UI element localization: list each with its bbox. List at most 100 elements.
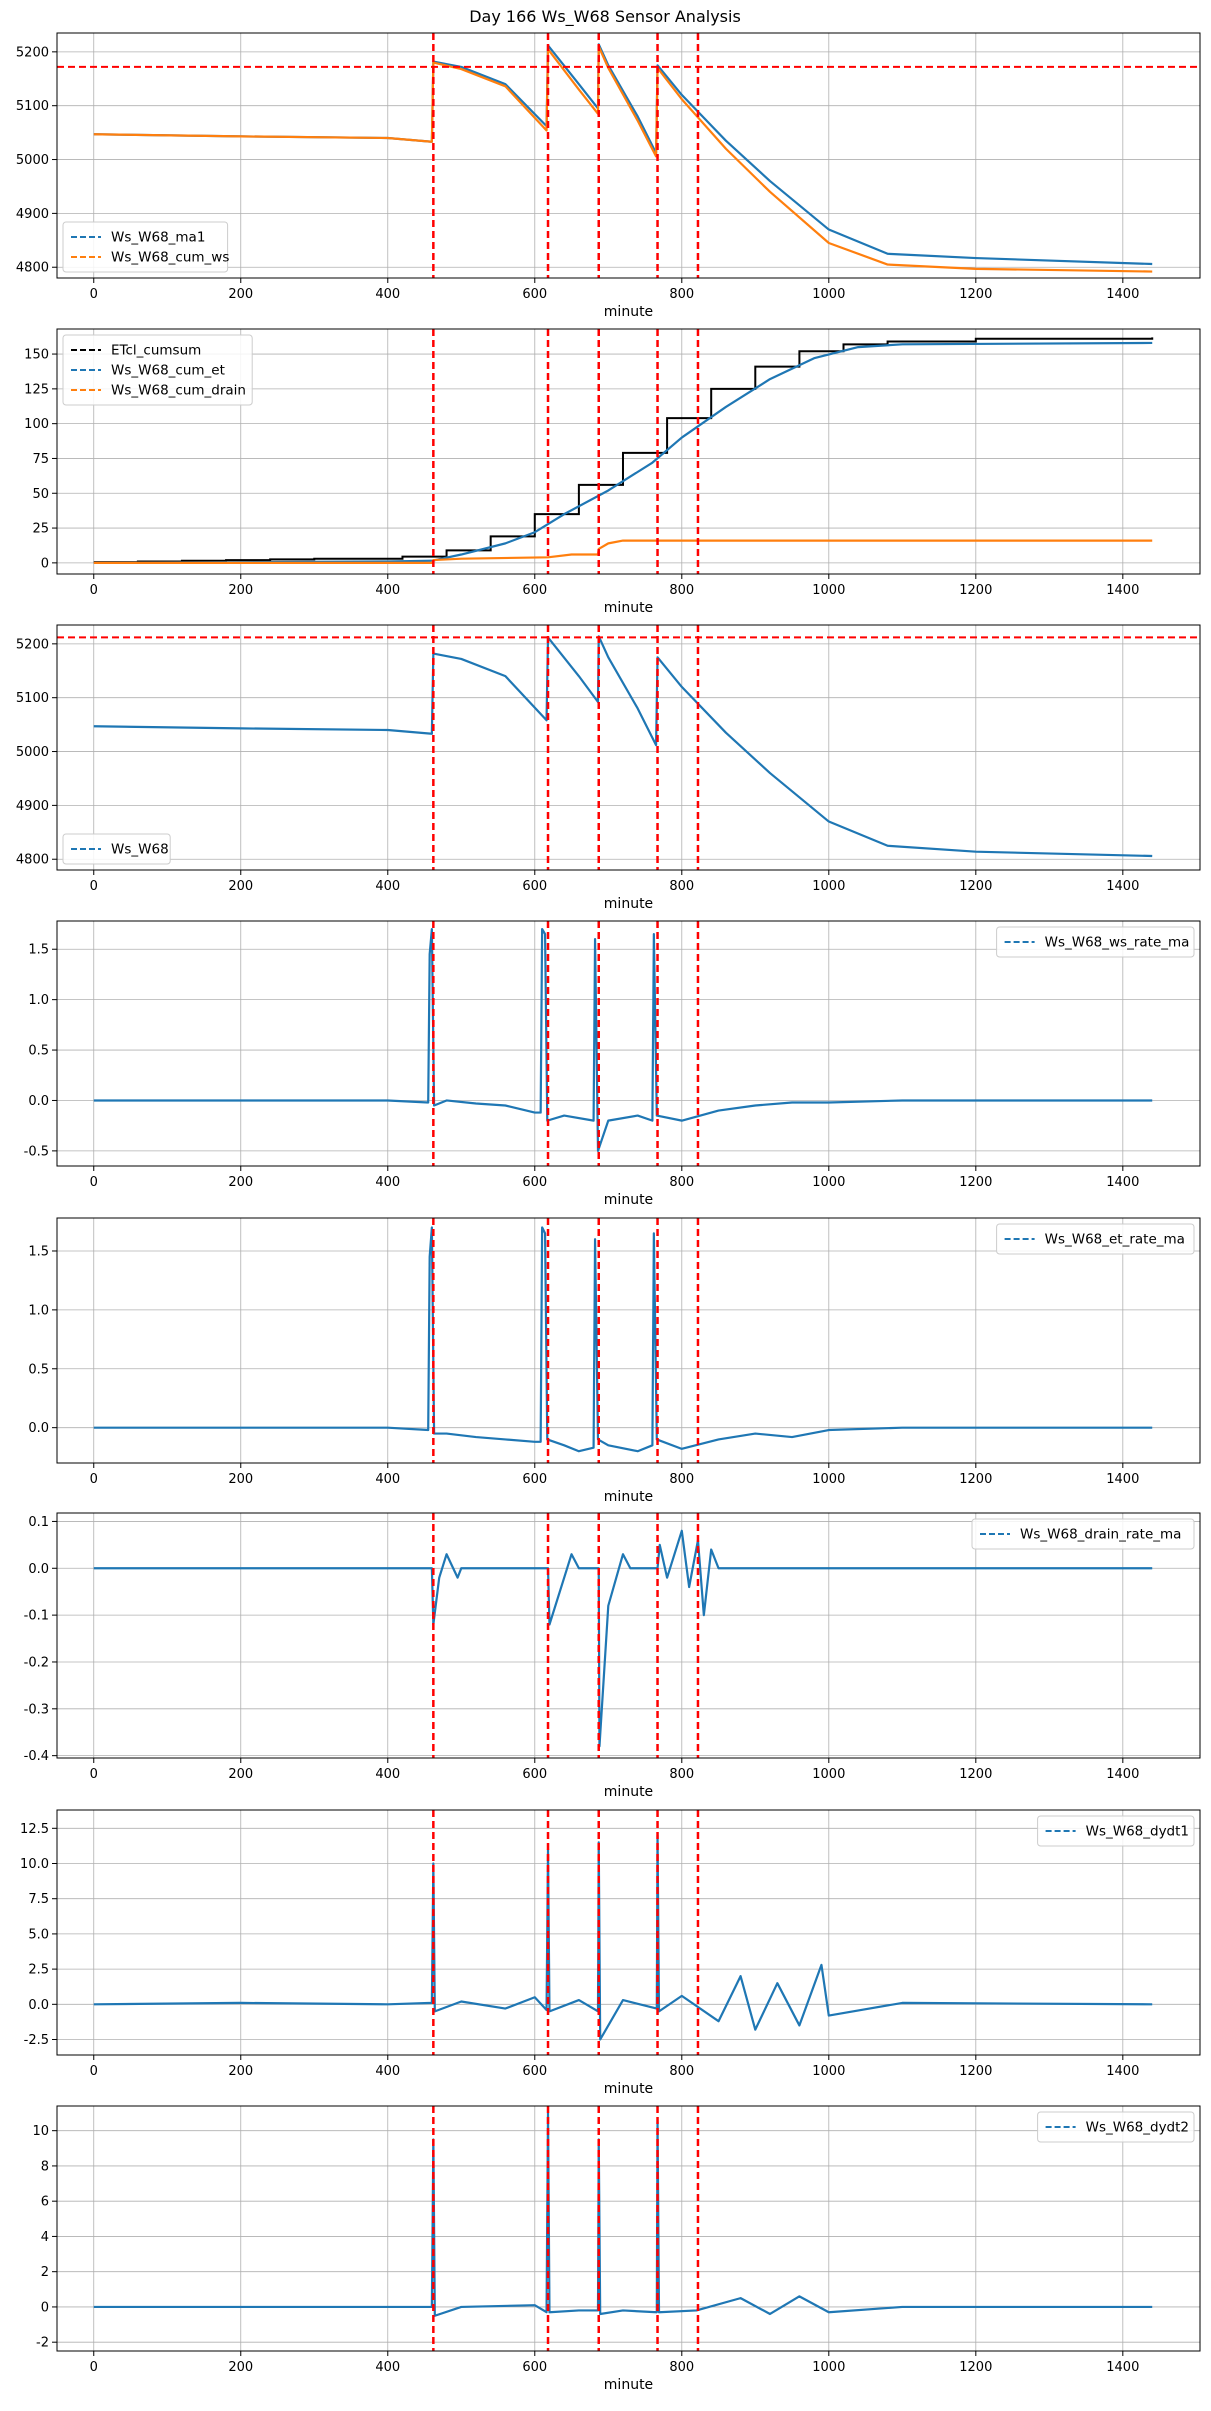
y-tick-label: 0 bbox=[41, 2300, 49, 2315]
x-tick-label: 1200 bbox=[959, 1767, 992, 1782]
y-tick-label: 5200 bbox=[16, 637, 49, 652]
x-tick-label: 1000 bbox=[812, 2064, 845, 2079]
x-tick-label: 800 bbox=[669, 583, 694, 598]
chart-panel-4: 0 200 400 600 800 1000 1200 1400 -0.5 0.0 0.5 1.0 1.… bbox=[24, 920, 1201, 1208]
x-tick-label: 200 bbox=[228, 2064, 253, 2079]
y-tick-label: 4800 bbox=[16, 261, 49, 276]
legend-box bbox=[996, 1223, 1195, 1255]
legend-box bbox=[62, 833, 171, 865]
chart-panel-6: 0 200 400 600 800 1000 1200 1400 -0.4 -0.3 -0.2 -0.… bbox=[24, 1512, 1201, 1800]
x-tick-label: 1200 bbox=[959, 2064, 992, 2079]
x-tick-label: 1400 bbox=[1106, 583, 1139, 598]
y-tick-label: 150 bbox=[24, 348, 49, 363]
legend-label: Ws_W68_cum_ws bbox=[111, 250, 229, 266]
plot-area-8 bbox=[93, 2106, 1153, 2351]
y-tick-label: 5.0 bbox=[28, 1927, 49, 1942]
y-tick-label: 5100 bbox=[16, 691, 49, 706]
y-tick-label: 1.5 bbox=[28, 1244, 49, 1259]
y-tick-label: 0.0 bbox=[28, 1421, 49, 1436]
chart-panel-3: 0 200 400 600 800 1000 1200 1400 4800 4900 5000 510… bbox=[16, 624, 1201, 912]
legend-label: Ws_W68_ws_rate_ma bbox=[1045, 935, 1190, 951]
y-tick-label: 1.0 bbox=[28, 993, 49, 1008]
axes-frame bbox=[56, 1512, 1201, 1759]
series-line-Ws_W68_et_rate_ma bbox=[93, 1226, 1153, 1453]
y-tick-label: -0.1 bbox=[24, 1609, 49, 1624]
x-tick-label: 600 bbox=[522, 583, 547, 598]
y-tick-label: 0.5 bbox=[28, 1362, 49, 1377]
x-tick-label: 1400 bbox=[1106, 1472, 1139, 1487]
legend-label: Ws_W68_et_rate_ma bbox=[1045, 1232, 1185, 1248]
series-line-ETcl_cumsum bbox=[93, 337, 1154, 564]
x-tick-label: 0 bbox=[90, 2360, 98, 2375]
y-tick-label: -0.3 bbox=[24, 1702, 49, 1717]
x-tick-label: 400 bbox=[375, 2064, 400, 2079]
x-tick-label: 1400 bbox=[1106, 879, 1139, 894]
x-tick-label: 400 bbox=[375, 1472, 400, 1487]
y-tick-label: 10.0 bbox=[20, 1857, 49, 1872]
legend-label: ETcl_cumsum bbox=[111, 343, 201, 359]
plot-area-1 bbox=[57, 33, 1200, 278]
y-tick-label: -2.5 bbox=[24, 2033, 49, 2048]
y-tick-label: 7.5 bbox=[28, 1892, 49, 1907]
legend: ETcl_cumsum Ws_W68_cum_et Ws_W68_cum_drain bbox=[62, 334, 253, 406]
legend-label: Ws_W68_cum_drain bbox=[111, 383, 246, 399]
x-tick-label: 1200 bbox=[959, 583, 992, 598]
x-tick-label: 1000 bbox=[812, 287, 845, 302]
legend-label: Ws_W68_drain_rate_ma bbox=[1020, 1527, 1181, 1543]
series-line-Ws_W68_ws_rate_ma bbox=[93, 927, 1153, 1152]
y-tick-label: 125 bbox=[24, 382, 49, 397]
x-tick-label: 0 bbox=[90, 879, 98, 894]
x-tick-label: 1200 bbox=[959, 287, 992, 302]
x-tick-label: 0 bbox=[90, 1472, 98, 1487]
legend: Ws_W68 bbox=[62, 833, 171, 865]
x-tick-label: 1000 bbox=[812, 583, 845, 598]
y-tick-label: 12.5 bbox=[20, 1822, 49, 1837]
legend: Ws_W68_dydt1 bbox=[1037, 1815, 1195, 1847]
legend-box bbox=[996, 926, 1195, 958]
x-axis-label: minute bbox=[604, 304, 653, 320]
figure-title: Day 166 Ws_W68 Sensor Analysis bbox=[469, 7, 741, 27]
y-tick-label: 5200 bbox=[16, 45, 49, 60]
x-tick-label: 0 bbox=[90, 1767, 98, 1782]
x-tick-label: 1200 bbox=[959, 879, 992, 894]
y-tick-label: 5000 bbox=[16, 745, 49, 760]
y-tick-label: -0.4 bbox=[24, 1749, 49, 1764]
legend-box bbox=[62, 221, 229, 273]
chart-panel-8: 0 200 400 600 800 1000 1200 1400 -2 0 2 4 6 8 10 minute… bbox=[32, 2105, 1201, 2393]
legend-label: Ws_W68_cum_et bbox=[111, 363, 225, 379]
series-line-Ws_W68_cum_et bbox=[93, 341, 1153, 564]
legend: Ws_W68_drain_rate_ma bbox=[971, 1518, 1195, 1550]
plot-area-4 bbox=[93, 921, 1153, 1166]
y-tick-label: 5100 bbox=[16, 99, 49, 114]
y-tick-label: 10 bbox=[32, 2124, 49, 2139]
legend-box bbox=[971, 1518, 1195, 1550]
chart-panel-5: 0 200 400 600 800 1000 1200 1400 0.0 0.5 1.0 1.5 min… bbox=[28, 1217, 1201, 1505]
plot-area-6 bbox=[93, 1513, 1153, 1758]
x-tick-label: 200 bbox=[228, 583, 253, 598]
x-tick-label: 800 bbox=[669, 1767, 694, 1782]
legend: Ws_W68_dydt2 bbox=[1037, 2111, 1195, 2143]
y-tick-label: 0.5 bbox=[28, 1044, 49, 1059]
x-tick-label: 200 bbox=[228, 1767, 253, 1782]
x-tick-label: 1000 bbox=[812, 2360, 845, 2375]
x-tick-label: 1200 bbox=[959, 1175, 992, 1190]
y-tick-label: -0.5 bbox=[24, 1144, 49, 1159]
y-tick-label: 0.0 bbox=[28, 1562, 49, 1577]
plot-area-7 bbox=[93, 1810, 1153, 2055]
legend: Ws_W68_ma1 Ws_W68_cum_ws bbox=[62, 221, 229, 273]
x-tick-label: 1400 bbox=[1106, 1767, 1139, 1782]
axes-frame bbox=[56, 1217, 1201, 1464]
x-tick-label: 1000 bbox=[812, 1767, 845, 1782]
y-tick-label: 75 bbox=[32, 452, 49, 467]
series-line-Ws_W68_dydt2 bbox=[93, 2111, 1153, 2317]
x-tick-label: 200 bbox=[228, 1472, 253, 1487]
y-tick-label: 0.0 bbox=[28, 1094, 49, 1109]
x-tick-label: 1000 bbox=[812, 1175, 845, 1190]
y-tick-label: 4900 bbox=[16, 207, 49, 222]
x-tick-label: 400 bbox=[375, 287, 400, 302]
axes-frame bbox=[56, 2105, 1201, 2352]
x-tick-label: 600 bbox=[522, 287, 547, 302]
legend-box bbox=[1037, 1815, 1195, 1847]
x-tick-label: 600 bbox=[522, 2360, 547, 2375]
